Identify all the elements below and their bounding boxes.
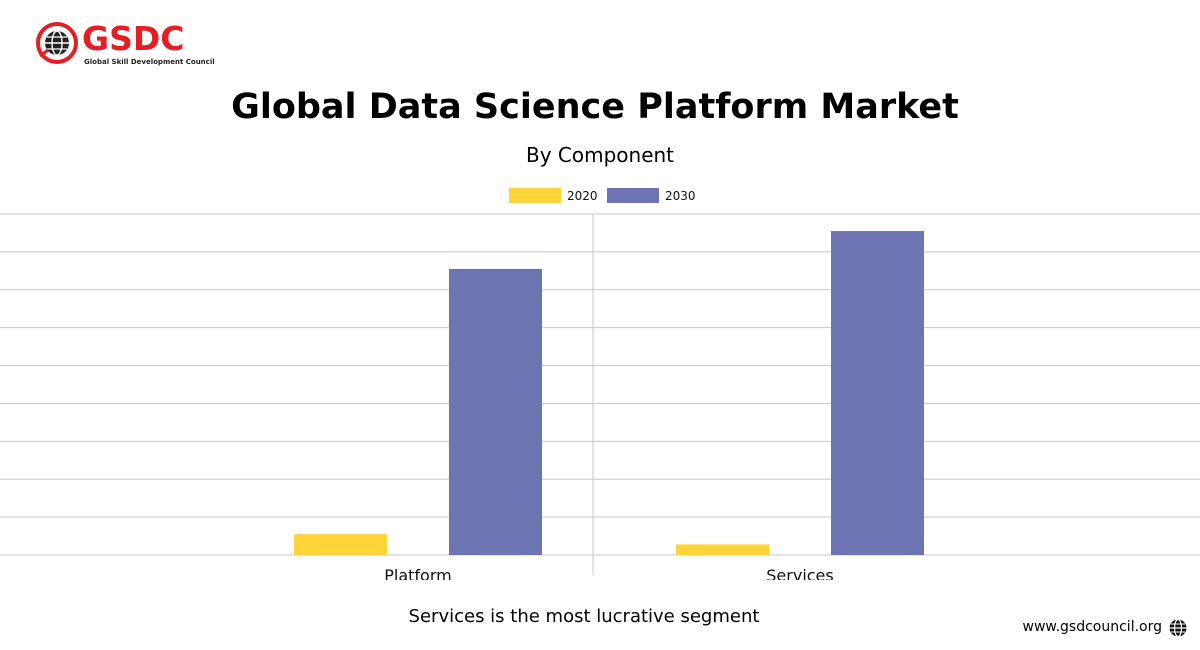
website-link[interactable]: www.gsdcouncil.org <box>1022 619 1162 635</box>
legend-swatch-2030 <box>607 188 659 203</box>
legend-label-2020: 2020 <box>567 189 598 203</box>
bar-2020-services <box>676 544 769 555</box>
bar-2030-platform <box>449 268 542 555</box>
x-tick-label: Services <box>766 566 833 580</box>
bar-2020-platform <box>294 534 387 555</box>
chart-subtitle: By Component <box>525 143 675 167</box>
x-tick-label: Platform <box>384 566 451 580</box>
legend-label-2030: 2030 <box>665 189 696 203</box>
gsdc-logo: GSDC Global Skill Development Council <box>34 18 215 70</box>
bar-2030-services <box>831 231 924 556</box>
bar-chart: Platform Services 2020 2030 <box>0 188 1200 580</box>
chart-title: Global Data Science Platform Market <box>231 87 959 127</box>
legend-swatch-2020 <box>509 188 561 203</box>
chart-caption: Services is the most lucrative segment <box>408 606 760 627</box>
logo-name: GSDC <box>82 19 185 58</box>
logo-tagline: Global Skill Development Council <box>84 58 215 66</box>
globe-icon <box>36 22 78 64</box>
globe-icon <box>1169 618 1187 638</box>
